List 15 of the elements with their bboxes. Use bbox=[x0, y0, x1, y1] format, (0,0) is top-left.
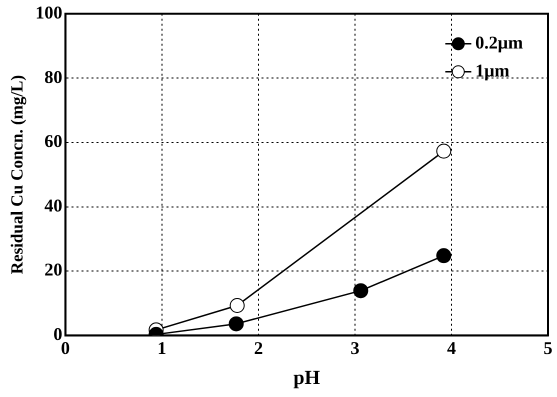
legend-label: 0.2μm bbox=[475, 32, 524, 52]
x-tick-label: 4 bbox=[446, 338, 456, 358]
y-tick-label: 40 bbox=[44, 195, 62, 216]
x-tick-label: 1 bbox=[157, 338, 166, 358]
legend-label: 1μm bbox=[475, 60, 510, 80]
y-tick-label: 0 bbox=[53, 324, 62, 344]
x-axis-title: pH bbox=[293, 367, 320, 390]
y-tick-label: 80 bbox=[44, 66, 62, 87]
y-axis-title: Residual Cu Concn. (mg/L) bbox=[8, 74, 27, 274]
x-tick-label: 2 bbox=[254, 338, 263, 358]
x-tick-label: 5 bbox=[544, 338, 552, 358]
y-tick-label: 100 bbox=[35, 2, 62, 22]
x-tick-label: 3 bbox=[350, 338, 360, 358]
y-tick-label: 20 bbox=[44, 260, 62, 280]
y-tick-label: 60 bbox=[44, 131, 62, 152]
